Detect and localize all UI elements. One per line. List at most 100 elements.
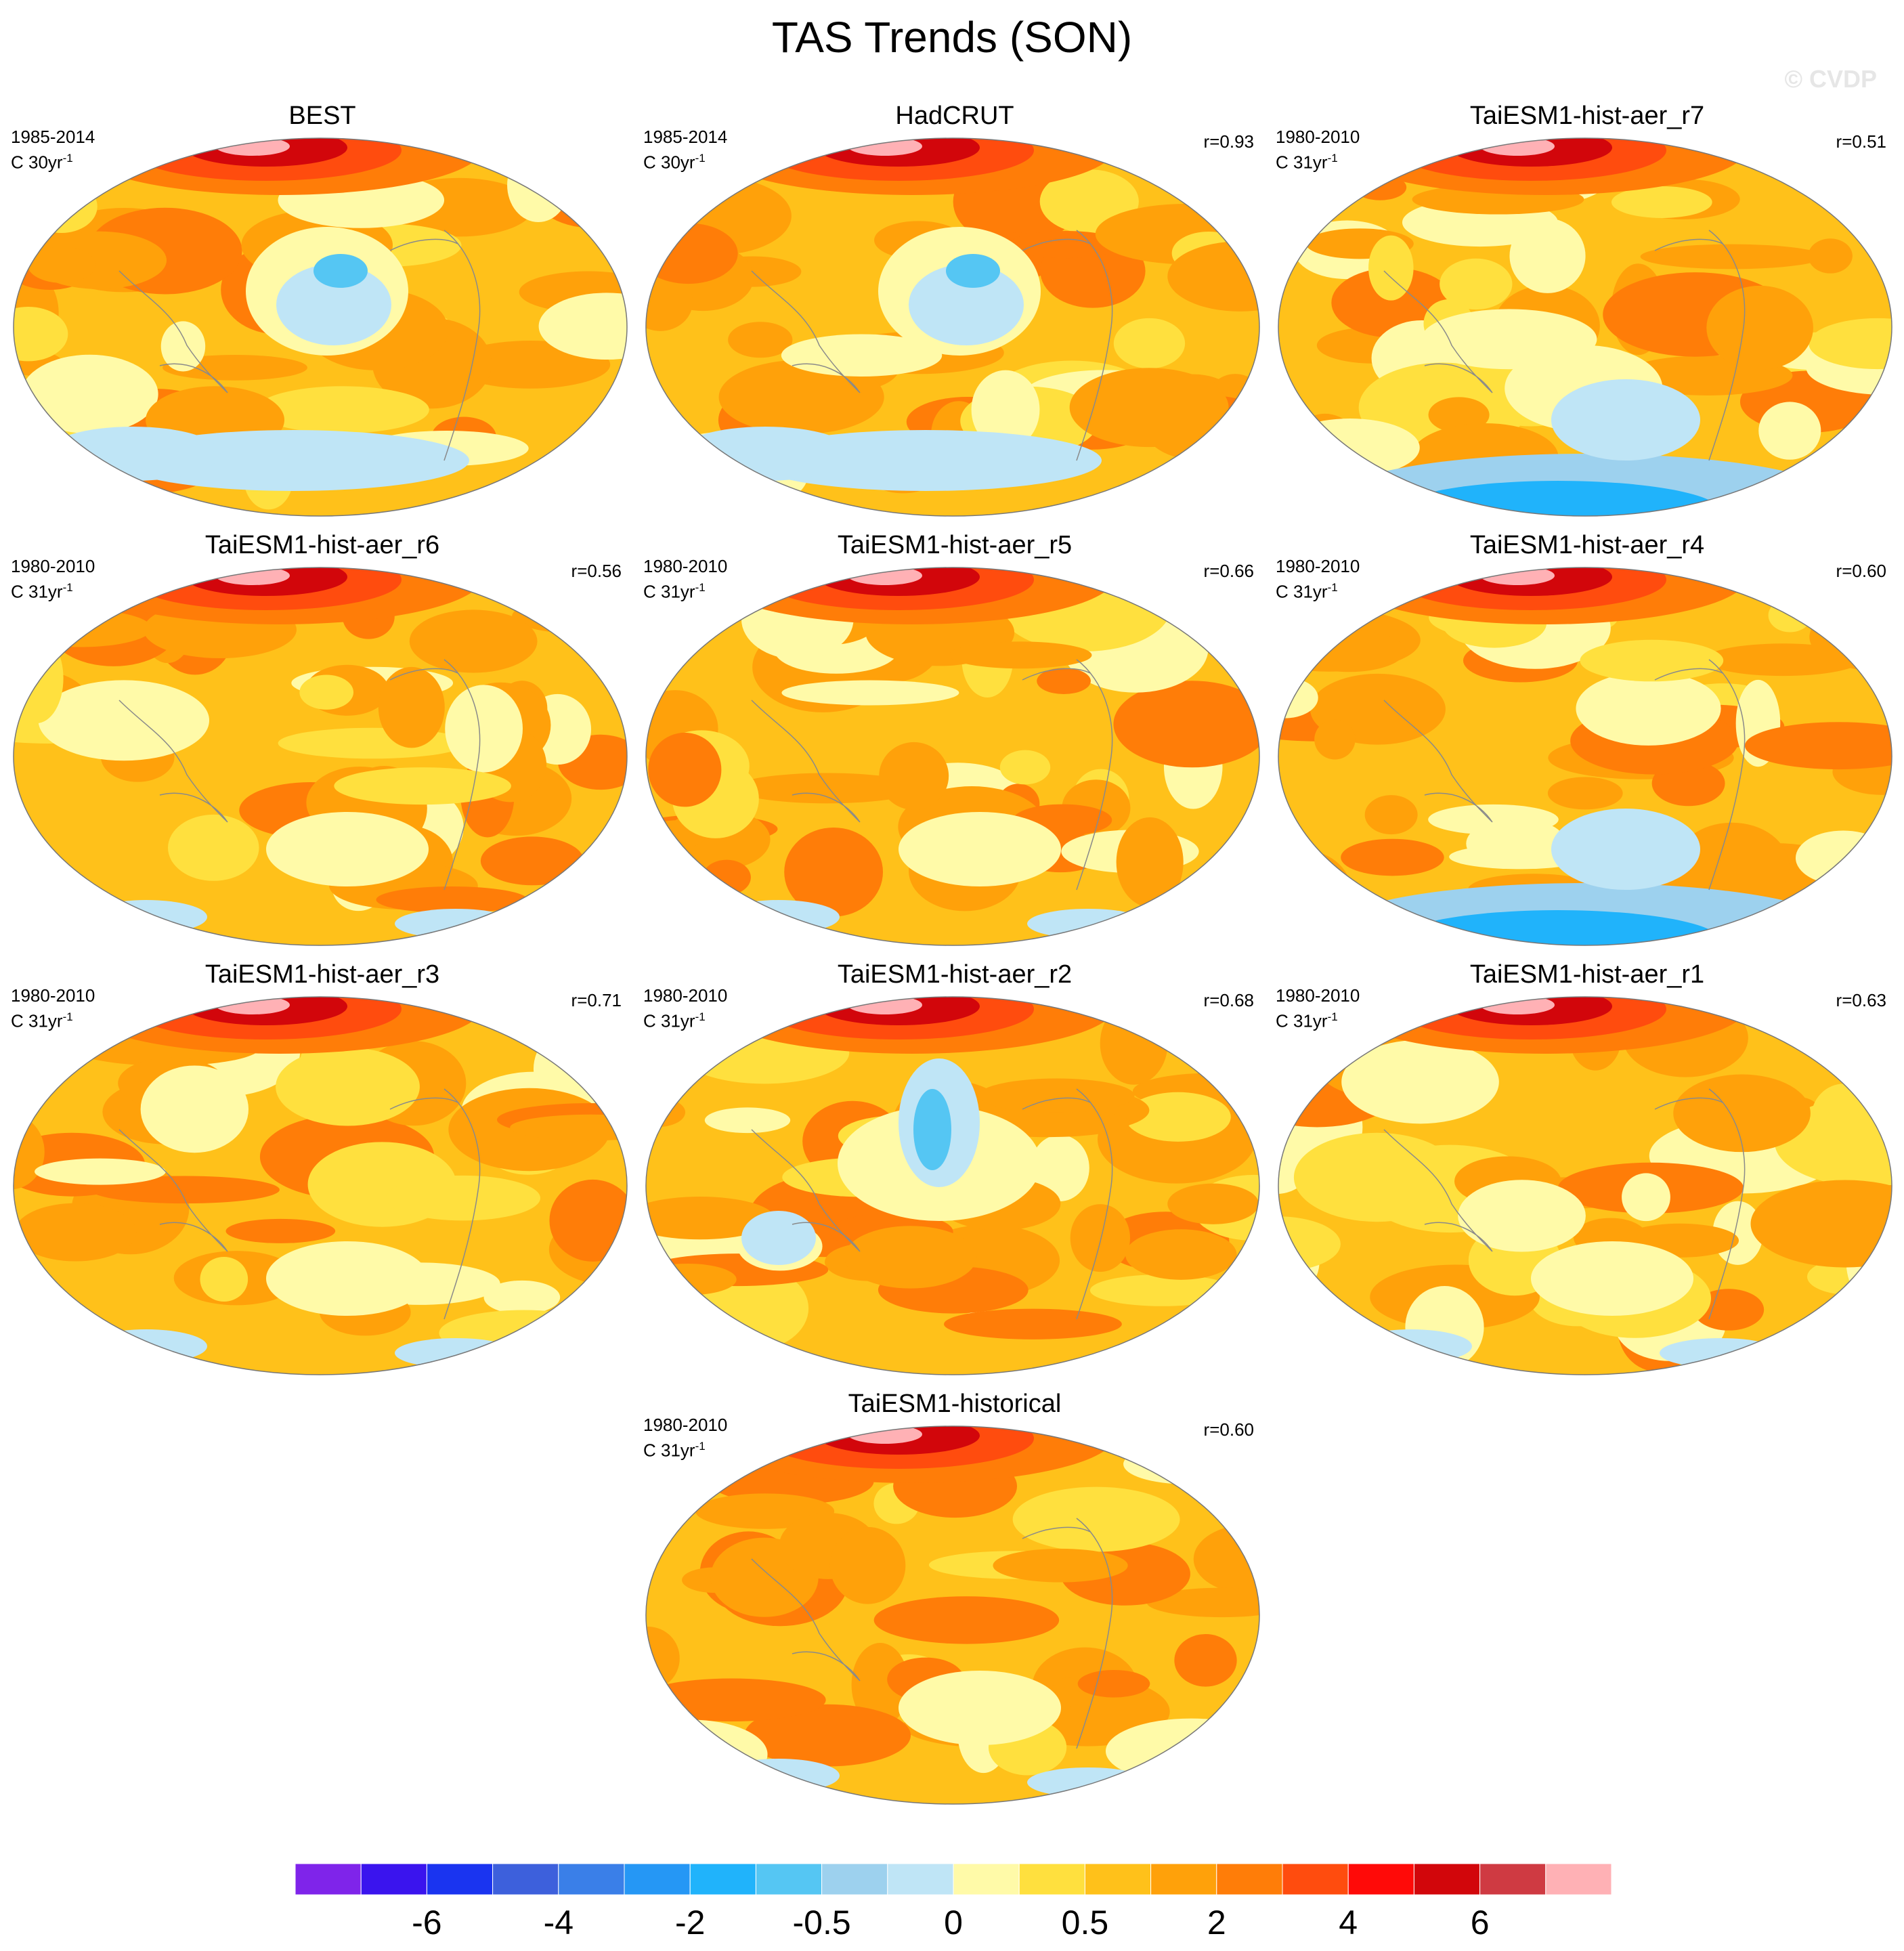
trend-region [999,750,1051,785]
panel-units-exponent: -1 [1327,1010,1338,1023]
southern-ocean-cooling [85,1329,207,1363]
trend-region [538,293,627,360]
southern-ocean-cooling [1551,379,1700,460]
colorbar-swatch [624,1864,691,1895]
panel-units: C 31yr-1 [11,1006,73,1032]
coastline-outline [751,659,1113,891]
panel-pattern-correlation: r=0.93 [1203,131,1254,152]
trend-region [1576,671,1721,746]
trend-region [993,1548,1128,1583]
trend-region [1622,1173,1670,1222]
coastline-outline [118,230,481,461]
map-panel: TaiESM1-hist-aer_r1 1980-2010 C 31yr-1 r=0.… [1276,960,1899,1380]
panel-pattern-correlation: r=0.60 [1203,1419,1254,1440]
trend-region [1077,1670,1150,1698]
trend-region [744,1704,911,1767]
southern-ocean-cooling [45,427,221,481]
panel-pattern-correlation: r=0.63 [1836,990,1886,1010]
trend-region [1070,1204,1131,1272]
trend-region [1808,238,1853,274]
panel-units-label: C 30yr [643,152,695,173]
trend-region [1278,1216,1341,1272]
trend-map [1278,996,1892,1375]
trend-region [278,727,467,759]
trend-region [851,1643,909,1727]
trend-region [564,443,622,484]
panel-units-exponent: -1 [62,581,73,594]
southern-ocean-cooling [1551,809,1700,890]
trend-region [334,767,511,805]
trend-region [844,1226,977,1289]
trend-region [1368,235,1414,301]
panel-title: TaiESM1-hist-aer_r2 [837,960,1073,989]
panel-period: 1980-2010 [1276,556,1360,576]
trend-region [1405,1286,1484,1369]
trend-region [1125,1092,1231,1142]
colorbar-tick-label: 4 [1339,1904,1358,1942]
trend-region [949,641,1092,669]
coastline-outline [118,659,481,891]
colorbar-swatch [689,1864,756,1895]
panel-units-label: C 31yr [643,1010,695,1031]
panel-units: C 31yr-1 [643,1436,706,1461]
trend-region [14,609,152,647]
panel-pattern-correlation: r=0.56 [571,561,622,581]
panel-units: C 31yr-1 [1276,1006,1338,1032]
panel-units-exponent: -1 [695,1010,706,1023]
map-panel: BEST 1985-2014 C 30yr-1 [11,102,634,521]
antarctic-cooling [1395,481,1721,516]
trend-region [1758,402,1821,460]
trend-map [645,1425,1260,1805]
panel-units: C 30yr-1 [11,148,73,173]
panel-units-label: C 31yr [11,581,63,602]
trend-region [299,674,354,710]
panel-period: 1985-2014 [11,127,95,147]
trend-region [507,148,570,223]
trend-region [1174,1634,1237,1687]
map-panel: TaiESM1-historical 1980-2010 C 31yr-1 r=0.6… [643,1390,1266,1809]
map-panel: TaiESM1-hist-aer_r5 1980-2010 C 31yr-1 r=0.… [643,531,1266,951]
trend-region [1827,442,1886,496]
trend-map [645,996,1260,1375]
colorbar-swatch [360,1864,427,1895]
trend-region [728,322,793,358]
trend-region [14,307,68,362]
trend-region [879,742,949,810]
map-boundary [13,567,628,946]
panel-title: TaiESM1-hist-aer_r7 [1469,102,1705,130]
map-boundary [13,996,628,1375]
trend-region [1113,681,1259,768]
panel-units-exponent: -1 [695,1440,706,1453]
trend-map [13,996,628,1375]
coastline-outline [1383,1088,1746,1320]
southern-ocean-neutral [266,1241,429,1316]
panel-title: BEST [288,102,356,130]
trend-region [1280,419,1420,477]
colorbar-tick-label: -2 [674,1904,706,1942]
trend-region [1706,285,1813,370]
colorbar-tick-label: 0.5 [1061,1904,1109,1942]
trend-region [1089,1274,1235,1306]
trend-map [1278,137,1892,517]
map-boundary [1278,567,1892,946]
panel-title: TaiESM1-hist-aer_r6 [204,531,440,559]
coastline-outline [751,230,1113,461]
southern-ocean-neutral [899,1671,1061,1745]
panel-title: TaiESM1-historical [848,1390,1062,1418]
australia-cooling [741,1211,816,1265]
panel-units-label: C 31yr [1276,581,1328,602]
panel-units-exponent: -1 [1327,152,1338,165]
colorbar-swatch [1018,1864,1085,1895]
trend-region [1509,218,1586,293]
trend-region [1804,1016,1892,1068]
colorbar-tick-label: -6 [412,1904,442,1942]
panel-period: 1980-2010 [1276,985,1360,1006]
trend-region [734,773,920,804]
panel-pattern-correlation: r=0.68 [1203,990,1254,1010]
trend-region [14,1203,137,1262]
colorbar-swatch [1479,1864,1546,1895]
southern-ocean-cooling [395,1338,517,1368]
trend-region [256,386,429,433]
trend-region [1009,230,1123,259]
trend-region [21,354,158,434]
